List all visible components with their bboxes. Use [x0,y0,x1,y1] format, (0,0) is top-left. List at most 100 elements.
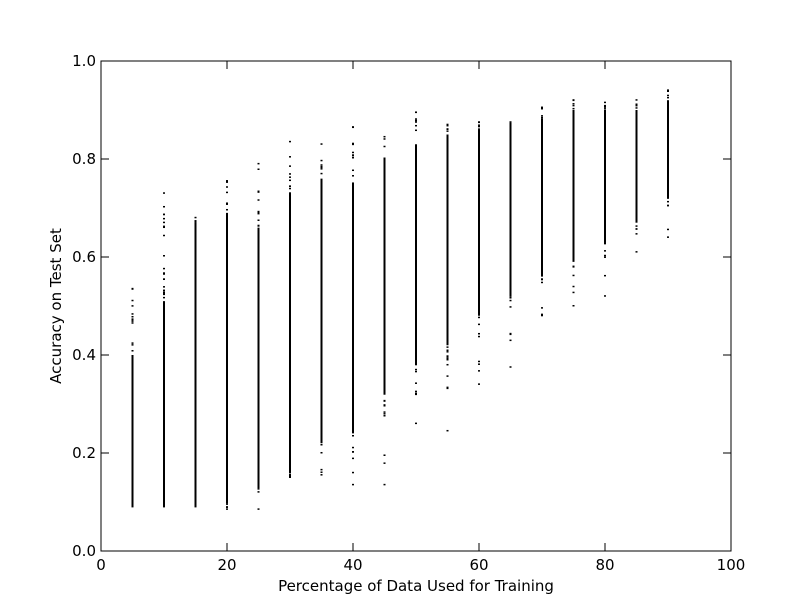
point-column-90 [667,89,669,238]
data-point [320,159,323,162]
data-point [289,471,291,474]
y-tick-label: 0.6 [72,248,96,266]
data-point [131,318,134,321]
data-point [446,124,449,127]
data-point [667,204,669,207]
data-point [163,293,165,296]
point-column-85 [635,99,638,253]
data-point [383,393,386,395]
data-point [415,370,417,373]
data-point [541,115,543,117]
points-layer [131,89,669,510]
data-point [257,212,260,215]
point-column-10 [163,192,165,508]
data-point-min [667,236,669,238]
point-column-75 [572,99,575,307]
data-point [446,346,449,348]
data-point [572,291,575,294]
data-point [226,208,228,211]
data-point [163,292,165,294]
data-point [572,107,575,110]
data-point [446,349,449,351]
data-point-max [446,123,449,126]
data-point [226,191,228,194]
data-point [415,119,417,122]
data-point [667,228,669,231]
data-point [604,250,606,252]
data-point [383,413,386,415]
data-point [257,486,260,489]
y-tick-label: 0.2 [72,444,96,462]
data-point [478,363,480,365]
data-point [289,475,291,477]
data-point [289,165,291,167]
data-point [509,339,512,342]
data-point [604,256,606,258]
data-point-min [163,505,165,508]
data-point [163,205,165,208]
data-point [257,225,260,227]
data-point [446,128,449,130]
data-point [667,96,669,99]
data-point-max [415,111,417,113]
data-point [478,128,480,130]
data-point-max [194,216,197,219]
point-column-60 [478,121,480,385]
data-point [383,415,386,417]
x-tick-label: 80 [595,556,614,574]
data-point [257,199,260,201]
data-point-min [572,305,575,307]
data-point [289,187,291,190]
data-point [478,360,480,363]
data-point-max [163,192,165,194]
y-tick-label: 1.0 [72,52,96,70]
data-point [541,116,543,119]
data-point [572,104,575,107]
data-point [163,286,165,288]
data-point [541,281,543,284]
data-point [352,435,354,437]
data-point [383,145,386,148]
data-point [352,151,354,154]
data-point [415,390,417,393]
data-point [163,255,165,257]
data-point [667,197,669,199]
data-point [383,454,386,456]
data-point [572,285,575,288]
tick-labels-layer: 0 20 40 60 80 100 0.0 0.2 0.4 0.6 0.8 1.0 [72,52,745,574]
data-point [572,274,575,277]
data-point [541,278,543,281]
data-point [415,129,417,132]
data-point [509,296,512,299]
data-point-min [509,366,512,368]
data-point [415,392,417,395]
data-point-min [383,483,386,486]
data-point-max [604,101,606,104]
data-point-min [352,483,354,486]
data-point [163,225,165,228]
data-point [320,468,323,471]
data-point [352,175,354,177]
data-point [163,213,165,216]
data-point [667,90,669,92]
data-point [415,363,417,366]
data-point-max [352,126,354,128]
data-point [667,94,669,97]
data-point [415,118,417,120]
data-point [194,220,197,222]
data-point [163,217,165,220]
data-point-min [289,476,291,478]
data-point [226,506,228,508]
data-point [541,118,543,121]
data-point [352,156,354,159]
x-axis-label: Percentage of Data Used for Training [278,577,554,595]
data-point [383,157,386,160]
data-point [320,471,323,473]
data-point [289,176,291,178]
data-point [383,462,386,464]
x-tick-label: 60 [469,556,488,574]
data-point [226,501,228,504]
data-point-min [226,508,228,510]
data-point [320,443,323,446]
data-point-min [131,505,134,508]
